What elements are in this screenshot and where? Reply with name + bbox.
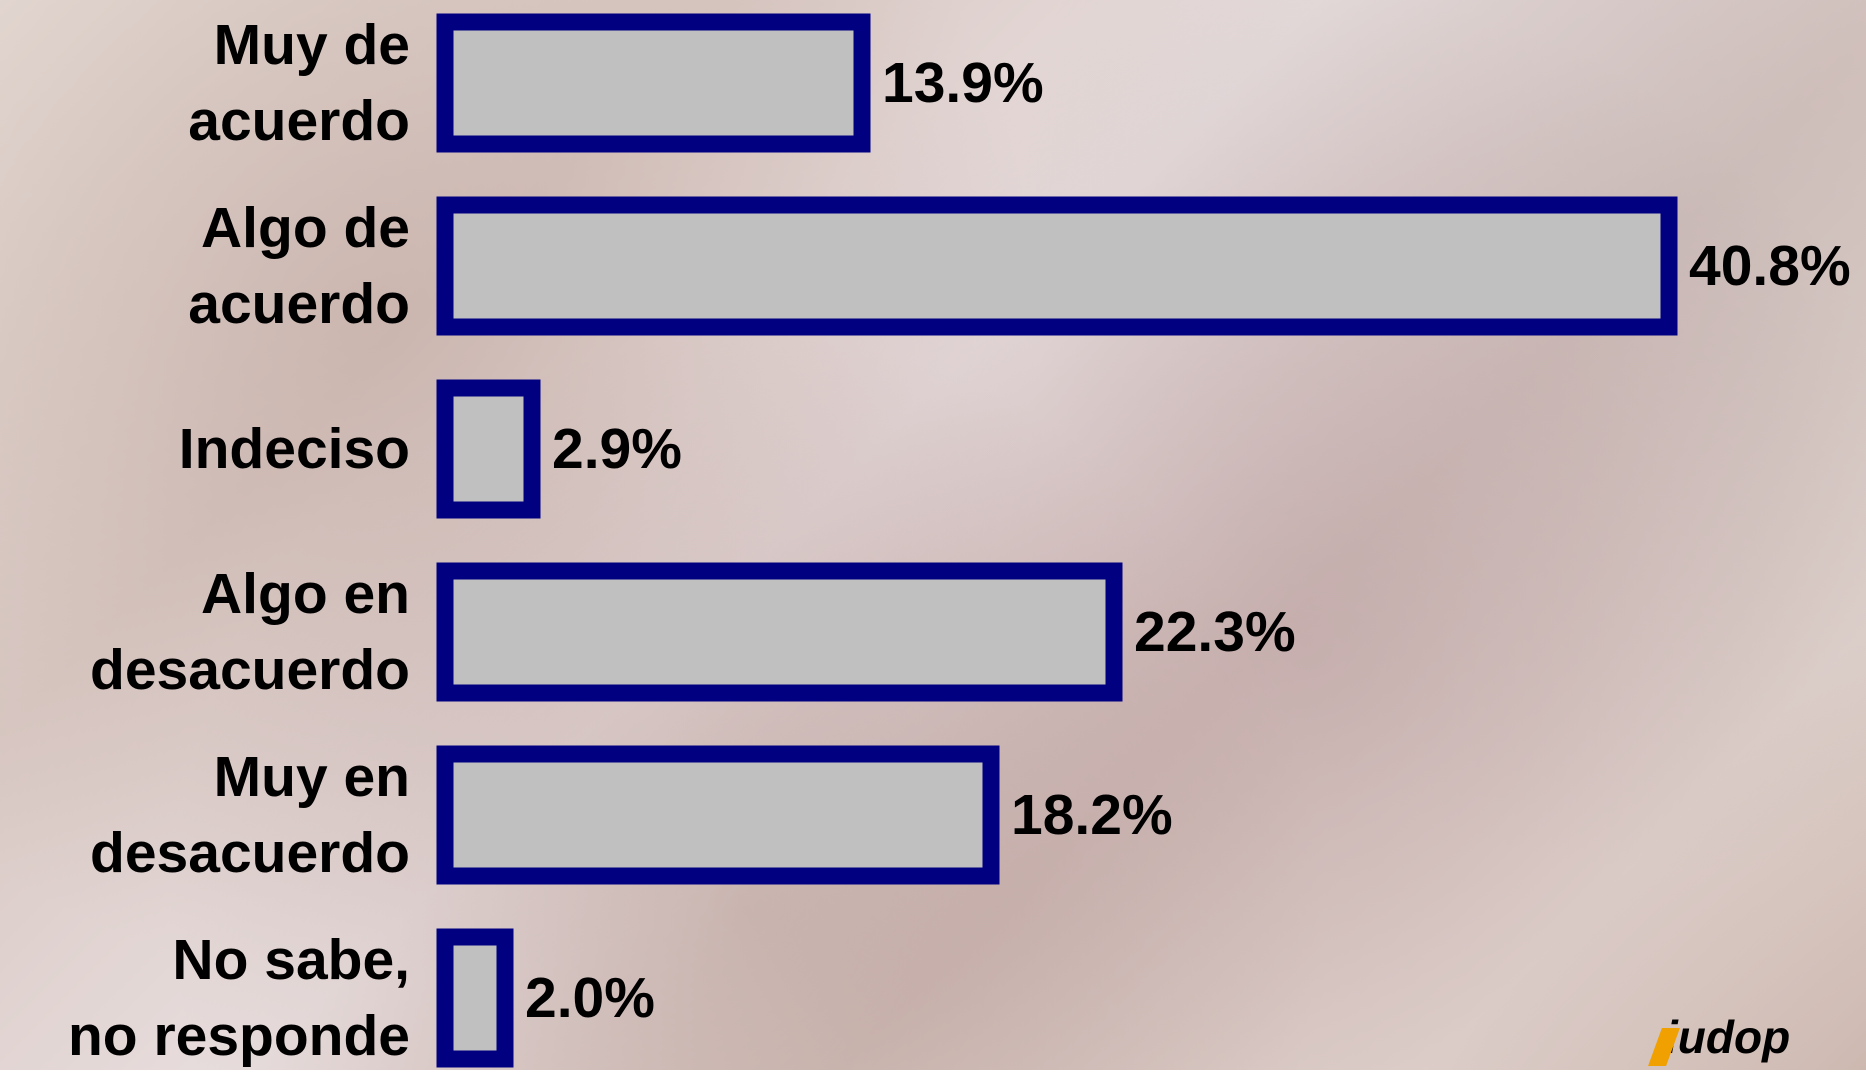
category-label: Indeciso [0,411,410,487]
value-label: 2.9% [552,417,682,481]
chart: 13.9% 40.8% 2.9% 22.3% 18.2% 2.0% [0,0,1866,1070]
category-label: Algo en desacuerdo [0,556,410,708]
value-label: 18.2% [1011,783,1173,847]
bar [445,205,1669,327]
value-label: 22.3% [1134,600,1296,664]
category-label: Algo de acuerdo [0,190,410,342]
bar [445,937,505,1059]
bar [445,388,532,510]
value-label: 2.0% [525,966,655,1030]
slide: 13.9% 40.8% 2.9% 22.3% 18.2% 2.0% iudop Muy d… [0,0,1866,1070]
category-label: Muy en desacuerdo [0,739,410,891]
bar [445,754,991,876]
category-label: No sabe, no responde [0,922,410,1074]
value-label: 40.8% [1689,234,1851,298]
category-label: Muy de acuerdo [0,7,410,159]
logo: iudop [1665,1010,1790,1064]
value-label: 13.9% [882,51,1044,115]
bar [445,571,1114,693]
bar [445,22,862,144]
